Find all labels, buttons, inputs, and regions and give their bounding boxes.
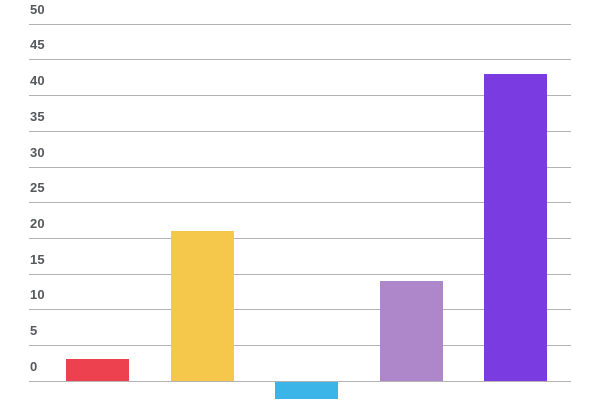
gridline — [29, 23, 571, 25]
gridline — [29, 130, 571, 132]
gridline — [29, 237, 571, 239]
y-axis-tick-label: 30 — [30, 144, 45, 160]
gridline — [29, 309, 571, 311]
bar-2[interactable] — [170, 230, 234, 381]
y-axis-tick-label: 50 — [30, 1, 45, 17]
gridline — [29, 95, 571, 97]
bar-3[interactable] — [275, 381, 339, 400]
y-axis-tick-label: 25 — [30, 180, 45, 196]
gridline — [29, 273, 571, 275]
y-axis-tick-label: 45 — [30, 37, 45, 53]
y-axis-tick-label: 20 — [30, 215, 45, 231]
bar-4[interactable] — [379, 280, 443, 381]
gridline — [29, 380, 571, 382]
gridline — [29, 166, 571, 168]
y-axis-tick-label: 40 — [30, 73, 45, 89]
y-axis-tick-label: 0 — [30, 358, 38, 374]
y-axis-tick-label: 10 — [30, 287, 45, 303]
y-axis-tick-label: 5 — [30, 323, 38, 338]
gridline — [29, 202, 571, 204]
gridline — [29, 59, 571, 61]
y-axis-tick-label: 35 — [30, 108, 45, 124]
bar-1[interactable] — [66, 359, 130, 381]
gridline — [29, 345, 571, 346]
y-axis-tick-label: 15 — [30, 251, 45, 267]
bar-5[interactable] — [484, 73, 548, 381]
